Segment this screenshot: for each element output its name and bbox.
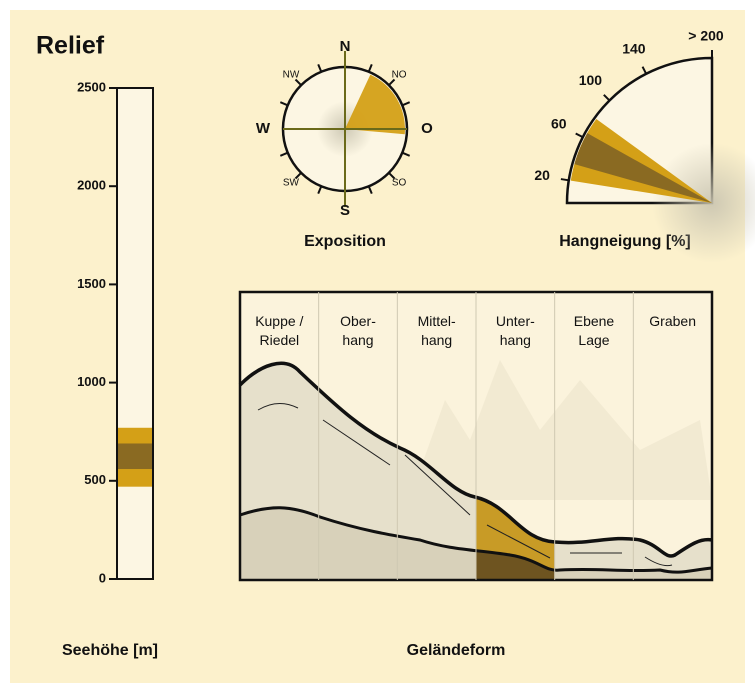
elevation-bar (116, 87, 154, 580)
column-label: Mittel- hang (417, 313, 456, 348)
tick-mark (603, 94, 611, 102)
tick-mark (575, 132, 584, 139)
selected-lower (476, 550, 555, 580)
tick-mark (560, 178, 569, 182)
upper-soil (240, 363, 712, 580)
column-label: Ebene Lage (573, 313, 615, 348)
elevation-core (118, 443, 152, 470)
compass-tick (317, 63, 323, 73)
exposition-sector (345, 74, 405, 135)
bedrock-line (239, 506, 713, 574)
direction-label: NW (283, 70, 300, 81)
compass-tick (294, 78, 302, 86)
direction-label: SW (283, 178, 300, 189)
tick-label: 20 (534, 167, 550, 183)
tick-label: 1500 (77, 276, 106, 291)
compass-tick (401, 101, 411, 107)
compass-tick (367, 63, 373, 73)
column-label: Ober- hang (340, 313, 376, 348)
arrows (257, 403, 673, 567)
slope-gauge: 20 60 100 140 > 200 (534, 28, 755, 263)
compass-tick (367, 185, 373, 195)
landform-label: Geländeform (407, 642, 506, 659)
compass-tick (317, 185, 323, 195)
direction-label: S (340, 202, 350, 219)
tick-label: 1000 (77, 374, 106, 389)
tick-label: 0 (99, 570, 106, 585)
compass-tick (279, 101, 289, 107)
slope-center (652, 143, 755, 263)
column-label: Kuppe / Riedel (255, 313, 304, 348)
tick-label: 2000 (77, 178, 106, 193)
cross (283, 51, 407, 207)
tick-label: 500 (84, 472, 106, 487)
slope-label: Hangneigung [%] (559, 233, 691, 250)
exposition-label: Exposition (304, 233, 386, 250)
compass: N NO O SO S SW W NW (256, 38, 433, 219)
title: Relief (36, 32, 105, 60)
compass-tick (388, 78, 396, 86)
column-label: Unter- hang (495, 313, 535, 348)
elevation-label: Seehöhe [m] (62, 642, 158, 659)
tick-label: 60 (551, 116, 567, 132)
compass-tick (388, 172, 396, 180)
tick-label: 2500 (77, 79, 106, 94)
tick-label: 100 (579, 72, 603, 88)
compass-tick (294, 172, 302, 180)
direction-label: SO (392, 178, 407, 189)
lower-soil (240, 507, 712, 580)
direction-label: NO (392, 70, 407, 81)
compass-tick (279, 151, 289, 157)
direction-label: N (340, 38, 351, 55)
tick-label: 140 (622, 40, 646, 56)
direction-label: W (256, 120, 271, 137)
compass-tick (401, 151, 411, 157)
tick-label: > 200 (688, 28, 724, 44)
direction-label: O (421, 120, 433, 137)
column-label: Graben (649, 313, 696, 329)
surface-line (238, 361, 713, 558)
mountains (420, 360, 712, 500)
tick-mark (641, 66, 648, 75)
landform-panel (238, 290, 714, 582)
slope-core (574, 133, 712, 203)
slope-range (570, 118, 712, 203)
